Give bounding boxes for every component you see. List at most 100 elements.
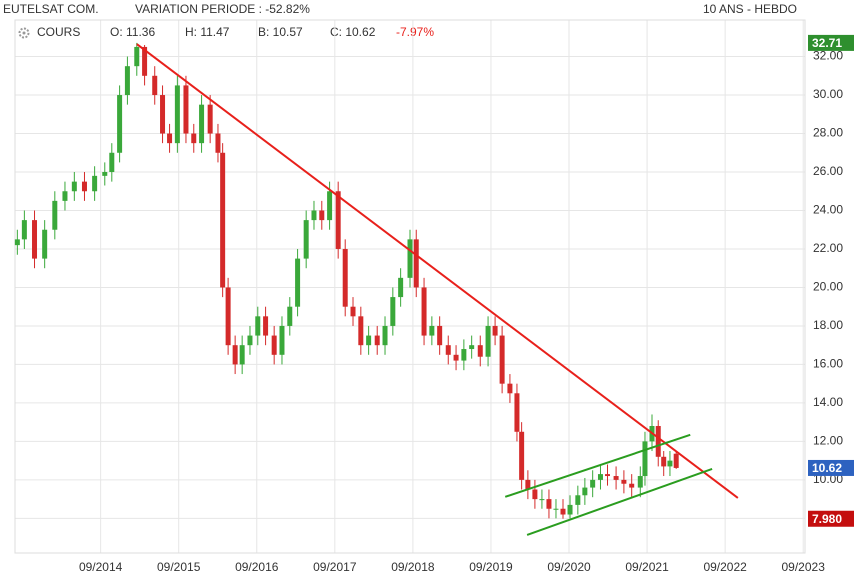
candle-body (207, 104, 213, 134)
ohlc-label: H: 11.47 (185, 25, 230, 39)
change-label: -7.97% (396, 25, 434, 39)
y-tick-label: 12.00 (813, 434, 843, 448)
chart-title: EUTELSAT COM. (3, 2, 99, 16)
candle-body (661, 456, 667, 467)
x-tick-label: 09/2017 (313, 560, 357, 574)
candle-body (215, 133, 221, 153)
candle-body (14, 239, 20, 246)
x-tick-label: 09/2016 (235, 560, 279, 574)
candle-body (327, 191, 333, 221)
trendline (526, 467, 713, 536)
ohlc-label: C: 10.62 (330, 25, 376, 39)
candle-body (311, 210, 317, 221)
y-tick-label: 24.00 (813, 203, 843, 217)
candle-body (519, 431, 525, 480)
candle-body (499, 335, 505, 384)
candle-body (183, 85, 189, 134)
candle-body (52, 200, 58, 230)
candle-body (429, 325, 435, 336)
x-tick-label: 09/2021 (625, 560, 669, 574)
candle-body (199, 104, 205, 144)
gear-center (22, 31, 26, 35)
x-tick-label: 09/2022 (703, 560, 747, 574)
candle-body (287, 306, 293, 326)
gear-ring (18, 27, 30, 39)
candle-body (575, 495, 581, 505)
candle-body (560, 508, 566, 515)
candle-body (142, 46, 148, 76)
candle-body (437, 325, 443, 346)
candle-body (477, 345, 483, 357)
plot-frame (14, 19, 806, 554)
candle-body (271, 335, 277, 355)
y-tick-label: 30.00 (813, 87, 843, 101)
candle-body (342, 248, 348, 307)
candle-body (374, 335, 380, 346)
price-badge-label: 7.980 (812, 512, 842, 526)
y-tick-label: 14.00 (813, 395, 843, 409)
candle-body (167, 133, 173, 144)
candle-body (553, 508, 559, 510)
candle-body (247, 335, 253, 346)
candle-body (117, 95, 123, 153)
candle-body (92, 175, 98, 192)
candle-body (191, 133, 197, 144)
candle-body (539, 499, 545, 501)
candle-body (102, 172, 108, 176)
candle-body (239, 345, 245, 365)
candle-body (567, 504, 573, 515)
candle-body (366, 335, 372, 346)
price-badge (808, 510, 854, 527)
candle-body (469, 345, 475, 350)
candle-body (21, 220, 27, 240)
period: 10 ANS - HEBDO (703, 2, 797, 16)
candle-body (613, 476, 619, 480)
candle-body (390, 297, 396, 326)
candle-body (507, 383, 513, 394)
candle-body (232, 345, 238, 365)
y-tick-label: 18.00 (813, 318, 843, 332)
y-tick-label: 20.00 (813, 280, 843, 294)
price-badge-label: 32.71 (812, 36, 842, 50)
x-tick-label: 09/2023 (782, 560, 826, 574)
candle-body (421, 287, 427, 336)
ohlc-label: O: 11.36 (110, 25, 155, 39)
candle-body (445, 345, 451, 355)
candle-body (485, 325, 491, 357)
x-tick-label: 09/2014 (79, 560, 123, 574)
candle-body (81, 181, 87, 192)
candle-body (642, 441, 648, 477)
candle-body (413, 239, 419, 288)
y-tick-label: 28.00 (813, 126, 843, 140)
candle-body (124, 66, 130, 96)
y-tick-label: 32.00 (813, 49, 843, 63)
series-label: COURS (37, 25, 80, 39)
x-tick-label: 09/2019 (469, 560, 513, 574)
candle-body (160, 95, 166, 134)
candle-body (152, 75, 158, 96)
candle-body (655, 426, 661, 457)
price-badge (808, 459, 854, 476)
y-tick-label: 26.00 (813, 164, 843, 178)
candle-body (225, 287, 231, 346)
candle-body (597, 474, 603, 480)
candle-body (263, 316, 269, 336)
candle-body (546, 499, 552, 509)
y-tick-label: 16.00 (813, 357, 843, 371)
y-tick-label: 22.00 (813, 241, 843, 255)
candle-body (525, 479, 531, 490)
candle-body (532, 489, 538, 500)
candle-body (134, 46, 140, 67)
candle-body (514, 393, 520, 432)
candle-body (42, 229, 48, 259)
gear-icon[interactable] (18, 27, 30, 39)
price-badge-label: 10.62 (812, 461, 842, 475)
candle-body (350, 306, 356, 317)
candle-body (303, 220, 309, 259)
candle-body (398, 277, 404, 298)
candle-body (382, 325, 388, 346)
candle-body (590, 479, 596, 488)
x-tick-label: 09/2020 (547, 560, 591, 574)
